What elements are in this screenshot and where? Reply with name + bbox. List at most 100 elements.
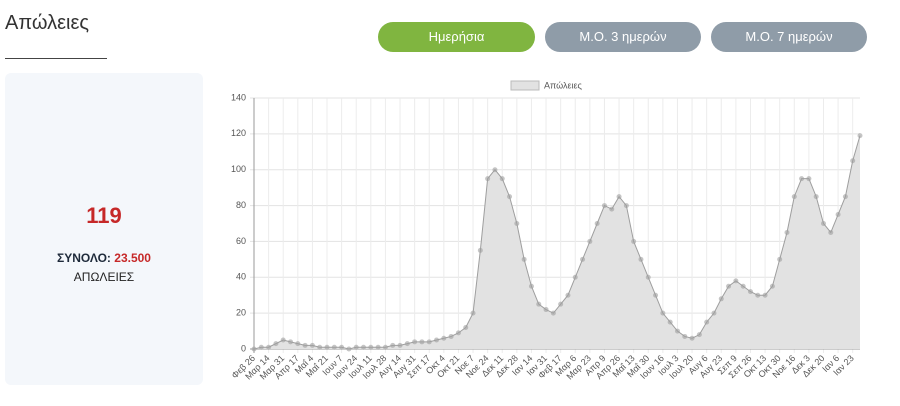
point bbox=[288, 339, 294, 345]
point bbox=[390, 342, 396, 348]
point bbox=[434, 337, 440, 343]
point bbox=[747, 289, 753, 295]
latest-value: 119 bbox=[86, 203, 122, 228]
summary-card: 119 ΣΥΝΟΛΟ: 23.500 ΑΠΩΛΕΙΕΣ bbox=[5, 73, 203, 385]
summary-label: ΑΠΩΛΕΙΕΣ bbox=[73, 270, 135, 284]
header-title: Απώλειες bbox=[5, 12, 90, 34]
avg7-button[interactable]: Μ.Ο. 7 ημερών bbox=[711, 22, 867, 52]
point bbox=[769, 283, 775, 289]
point bbox=[580, 256, 586, 262]
point bbox=[740, 283, 746, 289]
point bbox=[857, 133, 863, 139]
point bbox=[660, 310, 666, 316]
area bbox=[254, 135, 860, 349]
point bbox=[601, 203, 607, 209]
point bbox=[799, 176, 805, 182]
point bbox=[412, 339, 418, 345]
point bbox=[718, 296, 724, 302]
point bbox=[645, 274, 651, 280]
point bbox=[258, 344, 264, 350]
point bbox=[302, 342, 308, 348]
point bbox=[609, 206, 615, 212]
y-tick-label: 20 bbox=[236, 308, 246, 318]
y-tick-label: 60 bbox=[236, 236, 246, 246]
point bbox=[353, 344, 359, 350]
point bbox=[339, 344, 345, 350]
point bbox=[842, 194, 848, 200]
y-tick-label: 140 bbox=[231, 92, 246, 102]
point bbox=[375, 344, 381, 350]
point bbox=[820, 221, 826, 226]
y-tick-label: 80 bbox=[236, 200, 246, 210]
legend-label: Απώλειες bbox=[544, 80, 582, 90]
point bbox=[514, 221, 520, 226]
point bbox=[543, 307, 549, 313]
point bbox=[733, 278, 739, 284]
point bbox=[470, 310, 476, 316]
point bbox=[594, 221, 600, 226]
point bbox=[404, 341, 410, 347]
avg3-button[interactable]: Μ.Ο. 3 ημερών bbox=[545, 22, 701, 52]
point bbox=[295, 341, 301, 347]
point bbox=[448, 333, 454, 339]
point bbox=[667, 319, 673, 325]
total-line: ΣΥΝΟΛΟ: 23.500 bbox=[5, 251, 203, 265]
y-tick-label: 120 bbox=[231, 128, 246, 138]
point bbox=[806, 176, 812, 182]
point bbox=[361, 344, 367, 350]
daily-button[interactable]: Ημερήσια bbox=[378, 22, 535, 52]
point bbox=[755, 292, 761, 298]
point bbox=[536, 301, 542, 307]
point bbox=[674, 328, 680, 334]
point bbox=[499, 176, 505, 182]
y-tick-label: 0 bbox=[241, 343, 246, 353]
point bbox=[317, 344, 323, 350]
point bbox=[791, 194, 797, 200]
point bbox=[704, 319, 710, 325]
point bbox=[689, 335, 695, 341]
point bbox=[273, 341, 279, 347]
total-value: 23.500 bbox=[114, 251, 151, 265]
point bbox=[726, 283, 732, 289]
point bbox=[638, 256, 644, 262]
point bbox=[463, 324, 469, 330]
point bbox=[835, 212, 841, 218]
point bbox=[521, 256, 527, 262]
point bbox=[813, 194, 819, 200]
point bbox=[280, 337, 286, 343]
point bbox=[346, 346, 352, 352]
point bbox=[558, 301, 564, 307]
point bbox=[711, 310, 717, 316]
point bbox=[368, 344, 374, 350]
point bbox=[331, 344, 337, 350]
point bbox=[572, 274, 578, 280]
point bbox=[850, 158, 856, 164]
point bbox=[777, 256, 783, 262]
point bbox=[828, 229, 834, 235]
point bbox=[426, 339, 432, 345]
point bbox=[419, 339, 425, 345]
point bbox=[682, 333, 688, 339]
point bbox=[477, 247, 483, 253]
point bbox=[507, 194, 513, 200]
point bbox=[397, 342, 403, 348]
point bbox=[251, 346, 257, 352]
point bbox=[631, 238, 637, 244]
point bbox=[784, 229, 790, 235]
point bbox=[266, 344, 272, 350]
point bbox=[653, 292, 659, 298]
y-tick-label: 40 bbox=[236, 272, 246, 282]
y-tick-label: 100 bbox=[231, 164, 246, 174]
point bbox=[309, 342, 315, 348]
point bbox=[565, 292, 571, 298]
total-label: ΣΥΝΟΛΟ: bbox=[57, 251, 111, 265]
point bbox=[616, 194, 622, 200]
point bbox=[324, 344, 330, 350]
point bbox=[528, 283, 534, 289]
point bbox=[623, 203, 629, 209]
point bbox=[696, 332, 702, 338]
point bbox=[441, 335, 447, 341]
point bbox=[492, 167, 498, 173]
